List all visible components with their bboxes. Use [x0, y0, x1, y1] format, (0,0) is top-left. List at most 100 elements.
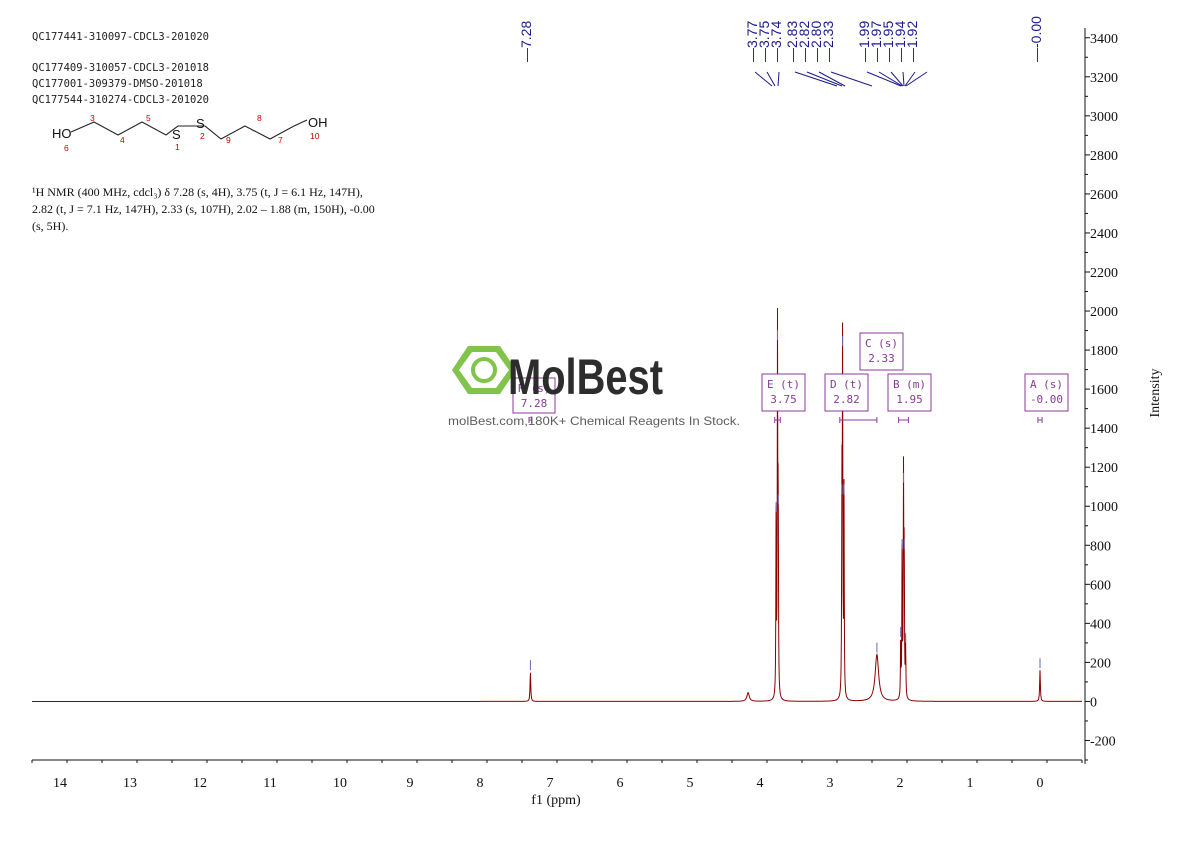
y-tick-label: 0	[1090, 695, 1097, 710]
peak-leader	[902, 71, 905, 87]
header-id: QC177409-310057-CDCL3-201018	[32, 62, 209, 74]
multiplet-shift: -0.00	[1030, 393, 1063, 406]
peak-leader	[904, 71, 916, 87]
x-tick-label: 13	[123, 776, 137, 791]
multiplet-box	[512, 377, 556, 414]
structure-sulfur: S	[196, 116, 205, 131]
y-tick-label: 2600	[1090, 188, 1118, 203]
peak-label: —7.28	[518, 21, 534, 62]
y-tick-label: 800	[1090, 539, 1111, 554]
x-tick-label: 4	[757, 776, 764, 791]
y-tick-label: 3400	[1090, 32, 1118, 47]
peak-label: —1.97	[868, 21, 884, 62]
peak-label: —1.99	[856, 21, 872, 62]
multiplet-shift: 1.95	[896, 393, 923, 406]
peak-leader	[866, 71, 902, 87]
x-tick-label: 3	[827, 776, 834, 791]
y-tick-label: -200	[1090, 734, 1116, 749]
multiplet-shift: 3.75	[770, 393, 797, 406]
multiplet-letter: F (s)	[517, 382, 550, 395]
structure-ho: HO	[52, 126, 72, 141]
peak-label: —1.94	[892, 21, 908, 62]
peak-markers	[529, 330, 1041, 671]
y-tick-label: 3200	[1090, 71, 1118, 86]
atom-number: 7	[278, 135, 283, 145]
multiplet-box	[887, 373, 932, 412]
atom-number: 1	[175, 142, 180, 152]
peak-leader	[794, 71, 838, 87]
peak-label: —2.83	[784, 21, 800, 62]
multiplet-annotations: F (s) 7.28 E (t) 3.75 D (t) 2.82 C (s) 2.33 B (m…	[512, 332, 1069, 423]
x-tick-label: 10	[333, 776, 347, 791]
multiplet-shift: 2.82	[833, 393, 860, 406]
y-tick-label: 2400	[1090, 227, 1118, 242]
y-tick-label: 1200	[1090, 461, 1118, 476]
atom-number: 8	[257, 113, 262, 123]
peak-label: —3.74	[768, 21, 784, 62]
y-tick-label: 400	[1090, 617, 1111, 632]
nmr-description: ¹H NMR (400 MHz, cdcl₃) δ 7.28 (s, 4H), …	[32, 185, 375, 233]
header-id: QC177001-309379-DMSO-201018	[32, 78, 203, 90]
nmr-description-line: ¹H NMR (400 MHz, cdcl₃) δ 7.28 (s, 4H), …	[32, 185, 363, 199]
multiplet-box	[761, 373, 806, 412]
header-id: QC177441-310097-CDCL3-201020	[32, 31, 209, 43]
multiplet-letter: C (s)	[865, 337, 898, 350]
peak-leaders	[754, 71, 928, 87]
structure-oh: OH	[308, 115, 328, 130]
y-tick-label: 2200	[1090, 266, 1118, 281]
multiplet-box	[859, 332, 904, 371]
header-ids: QC177441-310097-CDCL3-201020 QC177409-31…	[32, 31, 209, 106]
x-tick-label: 7	[547, 776, 554, 791]
peak-label: —2.80	[808, 21, 824, 62]
peak-leader	[806, 71, 843, 87]
peak-leader	[754, 71, 773, 87]
peak-label: —-0.00	[1028, 16, 1044, 62]
peak-label: —2.33	[820, 21, 836, 62]
y-tick-label: 3000	[1090, 110, 1118, 125]
molbest-logo-icon	[452, 346, 516, 394]
structure-bonds	[70, 119, 308, 140]
x-axis-label: f1 (ppm)	[531, 793, 581, 808]
y-axis: -200 0 200 400 600 800 1000 1200 1400 1600 1800 200…	[1084, 28, 1118, 764]
peak-label: —3.77	[744, 21, 760, 62]
peak-leader	[905, 71, 928, 87]
y-tick-label: 2000	[1090, 305, 1118, 320]
x-tick-label: 12	[193, 776, 207, 791]
watermark: MolBest molBest.com,180K+ Chemical Reage…	[448, 346, 740, 428]
spectrum-line	[32, 308, 1082, 702]
x-tick-label: 8	[477, 776, 484, 791]
watermark-tagline: molBest.com,180K+ Chemical Reagents In S…	[448, 414, 740, 428]
peak-labels: —7.28 —3.77—3.75—3.74 —2.83—2.82—2.80—2.33…	[518, 16, 1044, 62]
y-tick-label: 1000	[1090, 500, 1118, 515]
atom-number: 3	[90, 113, 95, 123]
x-tick-label: 9	[407, 776, 414, 791]
multiplet-letter: D (t)	[830, 378, 863, 391]
atom-number: 4	[120, 135, 125, 145]
multiplet-letter: A (s)	[1030, 378, 1063, 391]
atom-number: 2	[200, 131, 205, 141]
y-axis-label: Intensity	[1148, 369, 1163, 418]
x-tick-label: 14	[53, 776, 67, 791]
peak-label: —1.95	[880, 21, 896, 62]
atom-number: 9	[226, 135, 231, 145]
atom-number: 6	[64, 143, 69, 153]
watermark-brand: MolBest	[508, 349, 663, 405]
peak-leader	[890, 71, 904, 87]
x-tick-label: 11	[263, 776, 276, 791]
multiplet-letter: B (m)	[893, 378, 926, 391]
header-id: QC177544-310274-CDCL3-201020	[32, 94, 209, 106]
x-tick-label: 2	[897, 776, 904, 791]
peak-label: —3.75	[756, 21, 772, 62]
peak-leader	[818, 71, 846, 87]
multiplet-shift: 7.28	[521, 397, 548, 410]
x-axis: 14 13 12 11 10 9 8 7 6 5 4 3 2 1 0	[31, 759, 1083, 791]
peak-label: —2.82	[796, 21, 812, 62]
x-tick-label: 1	[967, 776, 974, 791]
y-tick-label: 600	[1090, 578, 1111, 593]
x-tick-label: 5	[687, 776, 694, 791]
multiplet-letter: E (t)	[767, 378, 800, 391]
multiplet-box	[1024, 373, 1069, 412]
atom-number: 10	[310, 131, 320, 141]
y-tick-label: 200	[1090, 656, 1111, 671]
y-tick-label: 1600	[1090, 383, 1118, 398]
